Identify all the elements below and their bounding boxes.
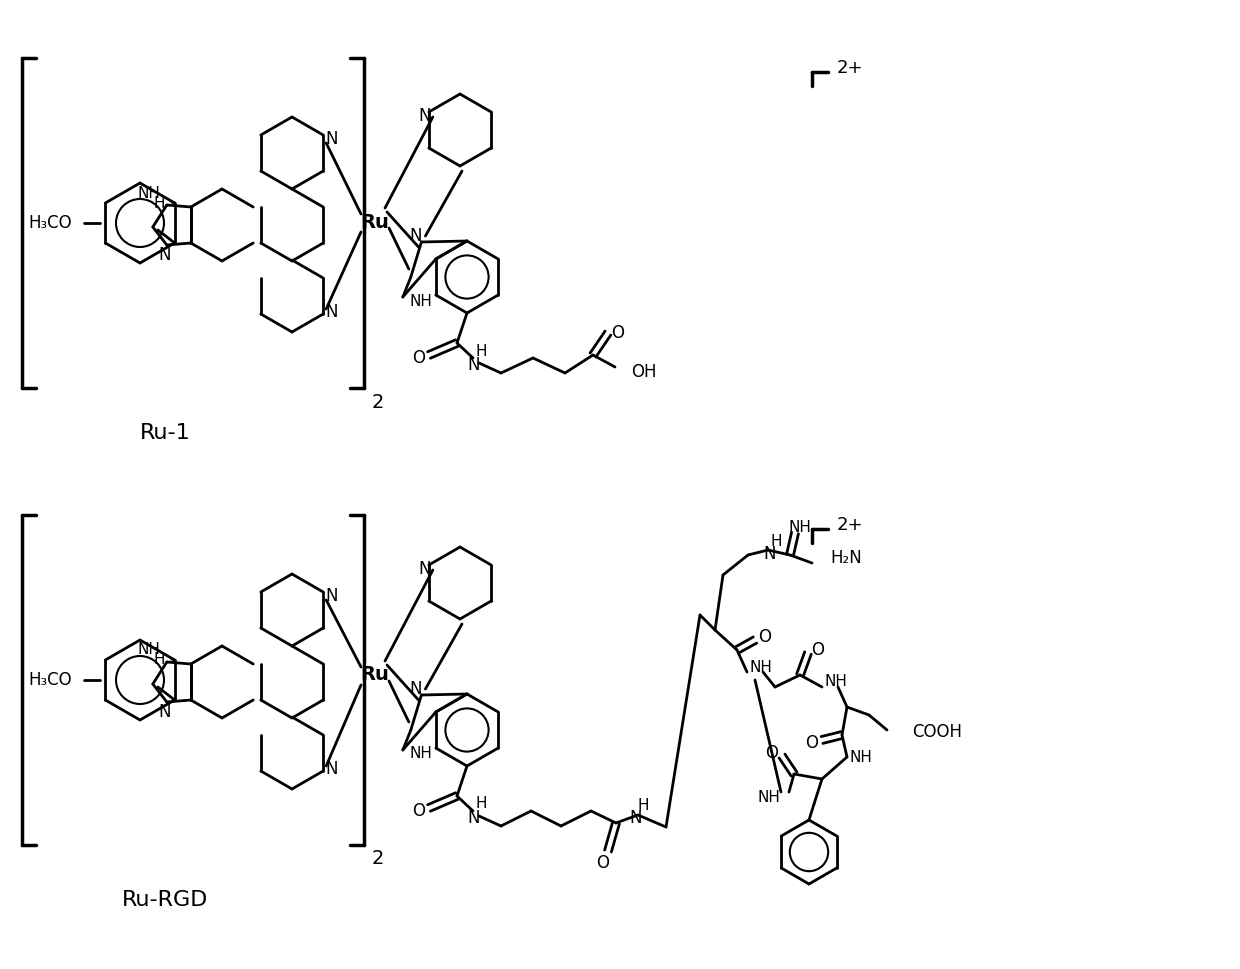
Text: O: O [811, 641, 825, 659]
Text: N: N [467, 809, 480, 827]
Text: N: N [467, 356, 480, 374]
Text: N: N [325, 760, 337, 778]
Text: N: N [325, 303, 337, 321]
Text: O: O [413, 802, 425, 820]
Text: NH: NH [825, 674, 847, 690]
Text: NH: NH [409, 294, 433, 308]
Text: N: N [419, 107, 432, 125]
Text: NH: NH [138, 642, 160, 658]
Text: COOH: COOH [911, 723, 962, 741]
Text: N: N [409, 227, 422, 245]
Text: N: N [325, 587, 337, 605]
Text: N: N [325, 130, 337, 148]
Text: H: H [153, 652, 165, 668]
Text: H: H [475, 797, 487, 811]
Text: N: N [419, 560, 432, 578]
Text: NH: NH [138, 185, 160, 201]
Text: H: H [153, 196, 165, 210]
Text: O: O [413, 349, 425, 367]
Text: Ru-1: Ru-1 [140, 423, 191, 443]
Text: OH: OH [631, 363, 656, 381]
Text: NH: NH [749, 660, 773, 674]
Text: N: N [159, 703, 171, 721]
Text: H: H [637, 797, 649, 812]
Text: H: H [475, 343, 487, 359]
Text: O: O [806, 734, 818, 752]
Text: H₃CO: H₃CO [29, 214, 72, 232]
Text: Ru: Ru [361, 666, 389, 684]
Text: N: N [159, 246, 171, 264]
Text: O: O [611, 324, 625, 342]
Text: N: N [764, 545, 776, 563]
Text: O: O [759, 628, 771, 646]
Text: N: N [630, 809, 642, 827]
Text: O: O [596, 854, 610, 872]
Text: Ru-RGD: Ru-RGD [122, 890, 208, 910]
Text: O: O [765, 744, 779, 762]
Text: 2+: 2+ [837, 516, 863, 534]
Text: H: H [770, 535, 781, 549]
Text: NH: NH [409, 746, 433, 762]
Text: NH: NH [789, 520, 811, 536]
Text: N: N [409, 680, 422, 698]
Text: H₃CO: H₃CO [29, 671, 72, 689]
Text: Ru: Ru [361, 212, 389, 232]
Text: NH: NH [758, 790, 780, 804]
Text: NH: NH [849, 749, 873, 765]
Text: 2: 2 [372, 850, 384, 868]
Text: 2: 2 [372, 392, 384, 412]
Text: 2+: 2+ [837, 59, 863, 77]
Text: H₂N: H₂N [830, 549, 862, 567]
